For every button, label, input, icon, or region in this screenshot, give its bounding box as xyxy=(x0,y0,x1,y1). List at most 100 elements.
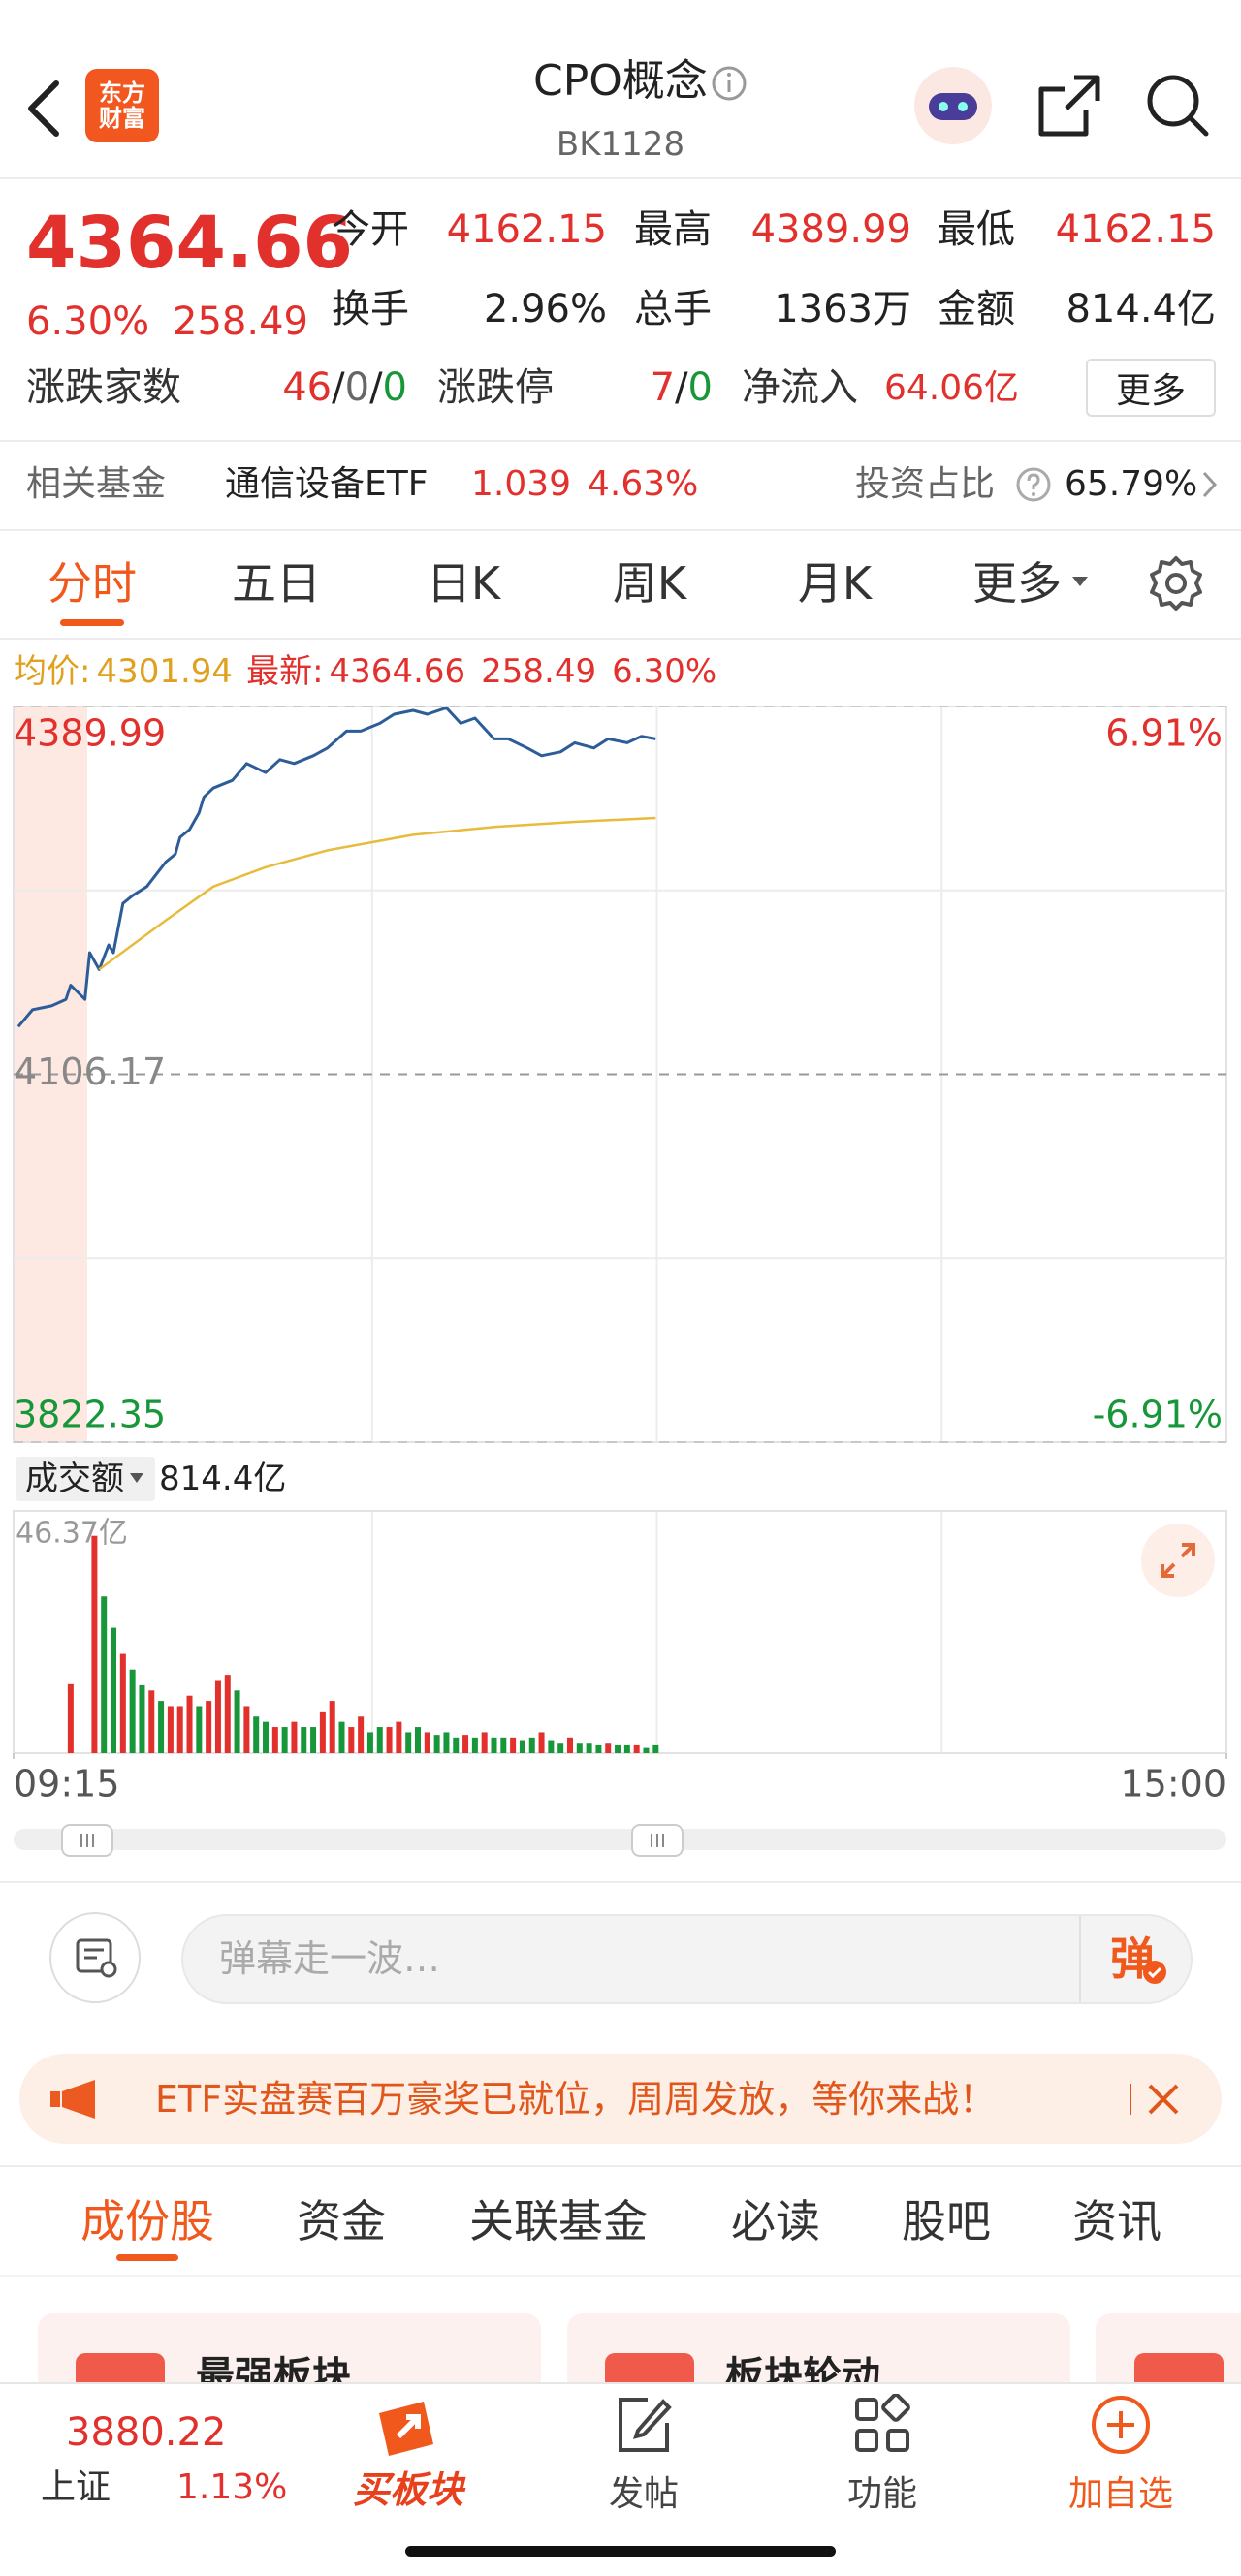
nav-item[interactable]: 加自选 xyxy=(1067,2474,1173,2514)
volume-bar xyxy=(615,1744,621,1753)
change: 258.49 xyxy=(173,299,308,344)
promo-banner[interactable] xyxy=(19,2054,1222,2144)
last-change: 258.49 xyxy=(481,652,597,691)
section-tab[interactable]: 必读 xyxy=(731,2195,820,2247)
chart-tab[interactable]: 日K xyxy=(426,557,501,610)
volume-bar xyxy=(586,1743,592,1753)
volume-bar xyxy=(67,1683,74,1753)
fund-name[interactable]: 通信设备ETF xyxy=(225,464,429,504)
volume-total: 814.4亿 xyxy=(159,1460,287,1498)
up-count: 46 xyxy=(282,365,333,410)
settings-icon[interactable] xyxy=(1147,554,1205,613)
more-text: 更多 xyxy=(1115,371,1186,411)
divider xyxy=(0,2165,1241,2167)
volume-bar xyxy=(348,1727,355,1753)
volume-bar xyxy=(338,1721,345,1753)
y-tick-label: 4389.99 xyxy=(14,712,166,755)
chart-tab[interactable]: 月K xyxy=(797,557,873,610)
comment-input[interactable] xyxy=(181,1914,1193,2004)
volume-bar xyxy=(471,1737,478,1753)
volume-bar xyxy=(405,1732,412,1753)
volume-bar xyxy=(605,1743,612,1753)
expand-button[interactable] xyxy=(1141,1524,1215,1597)
stat-value: 1363万 xyxy=(774,287,911,331)
section-tab[interactable]: 成份股 xyxy=(80,2195,214,2247)
intraday-chart: 4389.99 4106.17 3822.35 6.91% -6.91% 46.37亿 09… xyxy=(13,706,1227,1806)
page-title: CPO概念 xyxy=(533,56,708,106)
range-handle[interactable] xyxy=(60,1823,114,1858)
danmu-settings[interactable] xyxy=(48,1911,142,2004)
volume-bar xyxy=(263,1721,270,1753)
volume-bar xyxy=(366,1732,373,1753)
logo-text: 财富 xyxy=(99,105,145,132)
volume-bar xyxy=(291,1721,298,1753)
volume-bar xyxy=(234,1690,240,1753)
sector-code: BK1128 xyxy=(556,125,685,164)
volume-bar xyxy=(623,1744,630,1753)
y-tick-label: 46.37亿 xyxy=(16,1517,128,1551)
volume-bar xyxy=(101,1596,108,1753)
nav-item[interactable]: 买板块 xyxy=(352,2468,463,2511)
nav-item[interactable]: 发帖 xyxy=(608,2474,679,2514)
volume-bar xyxy=(481,1732,488,1753)
volume-bar xyxy=(576,1743,583,1753)
info-icon[interactable] xyxy=(710,64,748,103)
volume-selector[interactable] xyxy=(16,1457,155,1501)
volume-bar xyxy=(358,1716,365,1753)
stat-label: 换手 xyxy=(332,287,409,331)
chart-tab[interactable]: 分时 xyxy=(48,557,137,610)
buy-sector-icon xyxy=(379,2402,433,2456)
breadth-values: 46/0/0 xyxy=(282,368,407,407)
volume-bar xyxy=(595,1744,602,1753)
megaphone-icon xyxy=(50,2080,95,2119)
post-icon xyxy=(619,2398,672,2452)
y-tick-label: 3822.35 xyxy=(14,1394,166,1436)
stat-label: 最高 xyxy=(634,207,712,252)
close-banner[interactable] xyxy=(1146,2082,1181,2117)
volume-bar xyxy=(652,1744,659,1753)
more-button[interactable]: 更多 xyxy=(1086,359,1216,417)
section-tab[interactable]: 资金 xyxy=(297,2195,386,2247)
nav-item[interactable]: 功能 xyxy=(846,2474,917,2514)
volume-bar xyxy=(386,1727,393,1753)
volume-bar xyxy=(643,1747,650,1753)
chart-tab[interactable]: 五日 xyxy=(232,557,321,610)
fund-label: 相关基金 xyxy=(26,464,167,504)
chart-info: 均价: 4301.94 最新: 4364.66 258.49 6.30% xyxy=(14,655,716,688)
assistant-avatar[interactable] xyxy=(911,64,995,147)
chart-tab[interactable]: 周K xyxy=(612,557,687,610)
help-icon[interactable] xyxy=(1014,465,1053,504)
share-icon[interactable] xyxy=(1035,72,1103,140)
volume-bar xyxy=(491,1737,497,1753)
stat-value: 4162.15 xyxy=(446,207,607,252)
change-pct: 6.30% xyxy=(26,299,150,344)
add-watch-icon xyxy=(1092,2396,1150,2454)
volume-bar xyxy=(538,1732,545,1753)
limit-down: 0 xyxy=(687,365,713,410)
section-tab[interactable]: 股吧 xyxy=(902,2195,991,2247)
volume-bar xyxy=(129,1669,136,1753)
back-button[interactable] xyxy=(21,79,70,138)
chart-tab[interactable]: 更多 xyxy=(972,557,1062,610)
ratio-label: 投资占比 xyxy=(855,464,996,504)
volume-bar xyxy=(329,1701,335,1753)
divider xyxy=(0,1881,1241,1883)
stat-value: 2.96% xyxy=(483,287,607,331)
volume-bar xyxy=(528,1737,535,1753)
section-tab[interactable]: 资讯 xyxy=(1072,2195,1161,2247)
divider xyxy=(1130,2084,1131,2115)
volume-bar xyxy=(376,1727,383,1753)
volume-bar xyxy=(186,1695,193,1753)
volume-bar xyxy=(139,1684,145,1753)
avg-label: 均价: xyxy=(14,652,91,691)
section-tab[interactable]: 关联基金 xyxy=(469,2195,648,2247)
search-icon[interactable] xyxy=(1144,72,1212,140)
divider xyxy=(0,440,1241,442)
volume-bar xyxy=(158,1701,165,1753)
dropdown-arrow xyxy=(130,1473,143,1483)
volume-bar xyxy=(214,1680,221,1753)
range-handle[interactable] xyxy=(630,1823,684,1858)
index-pct: 1.13% xyxy=(176,2467,288,2507)
volume-label: 成交额 xyxy=(25,1460,124,1498)
